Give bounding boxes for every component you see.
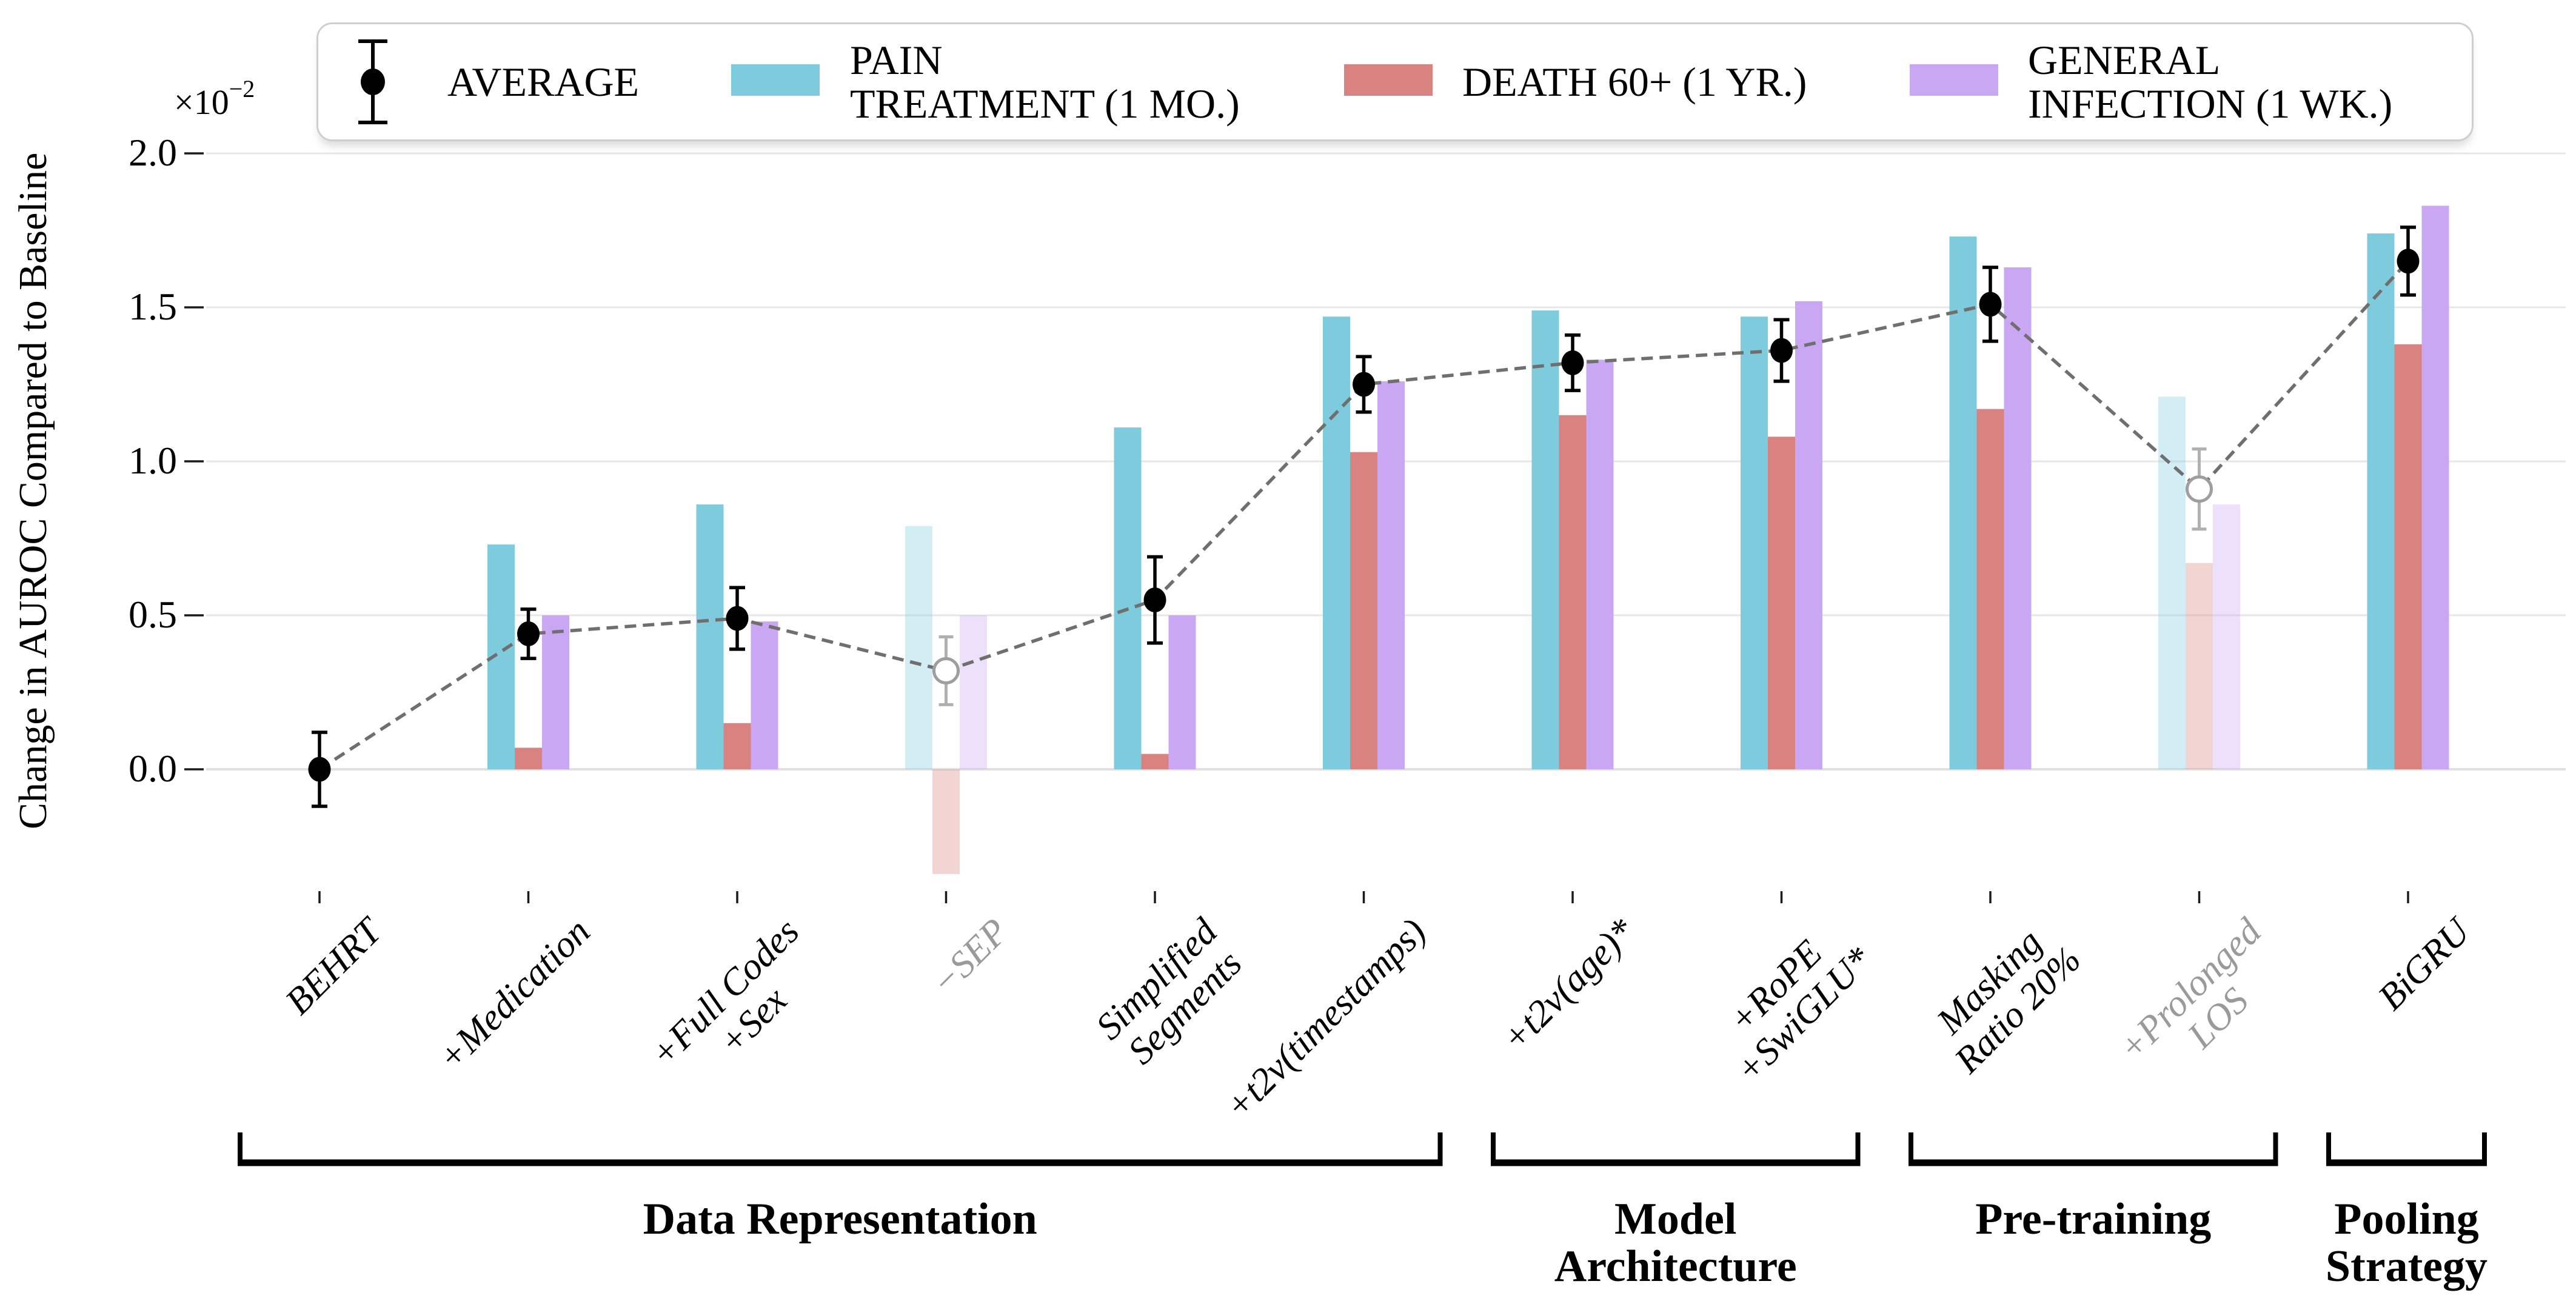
legend-label-general-infection: GENERAL INFECTION (1 WK.) xyxy=(2028,37,2393,127)
bar xyxy=(2004,267,2032,770)
average-marker-muted xyxy=(932,657,960,684)
bar xyxy=(1141,754,1169,769)
bar xyxy=(1741,316,1768,769)
bar xyxy=(1350,452,1377,769)
legend-swatch-pain-treatment xyxy=(731,64,820,96)
bar xyxy=(1531,310,1559,769)
bar xyxy=(515,747,542,769)
average-trend-line xyxy=(318,259,2410,771)
bar xyxy=(1586,359,1614,769)
legend-swatch-general-infection xyxy=(1910,64,1998,96)
bar xyxy=(1768,436,1795,769)
legend-box: AVERAGE PAIN TREATMENT (1 MO.) DEATH 60+… xyxy=(316,22,2474,141)
average-marker-muted xyxy=(2186,475,2213,503)
average-marker xyxy=(1561,350,1584,375)
legend-label-death: DEATH 60+ (1 YR.) xyxy=(1462,59,1807,105)
bar xyxy=(2421,206,2449,769)
legend-label-average: AVERAGE xyxy=(447,59,640,105)
bar xyxy=(1377,381,1405,769)
bar xyxy=(1949,236,1977,769)
average-marker xyxy=(1770,338,1793,363)
average-marker xyxy=(308,757,331,782)
bar xyxy=(1168,615,1196,769)
bar xyxy=(905,526,932,769)
average-marker xyxy=(517,621,540,646)
bar xyxy=(1114,427,1142,769)
bar xyxy=(2394,344,2422,769)
average-marker xyxy=(2397,249,2420,274)
bar xyxy=(2213,504,2240,769)
legend-label-pain-treatment: PAIN TREATMENT (1 MO.) xyxy=(850,37,1240,127)
bar xyxy=(542,615,569,769)
bar xyxy=(751,621,778,769)
average-marker xyxy=(1979,292,2002,317)
bar xyxy=(932,769,960,874)
bar xyxy=(1976,409,2004,769)
bar xyxy=(696,504,724,769)
bar xyxy=(1323,316,1350,769)
bar xyxy=(2158,396,2186,769)
average-marker xyxy=(726,606,749,631)
bar xyxy=(723,723,751,769)
bar xyxy=(2367,233,2395,770)
bar xyxy=(1559,415,1587,769)
bar xyxy=(2186,563,2213,769)
bar xyxy=(960,615,987,769)
average-marker xyxy=(1143,587,1166,613)
average-marker xyxy=(1353,372,1375,397)
average-marker-icon xyxy=(358,39,387,124)
legend-swatch-death xyxy=(1344,64,1433,96)
bar xyxy=(1795,301,1822,770)
